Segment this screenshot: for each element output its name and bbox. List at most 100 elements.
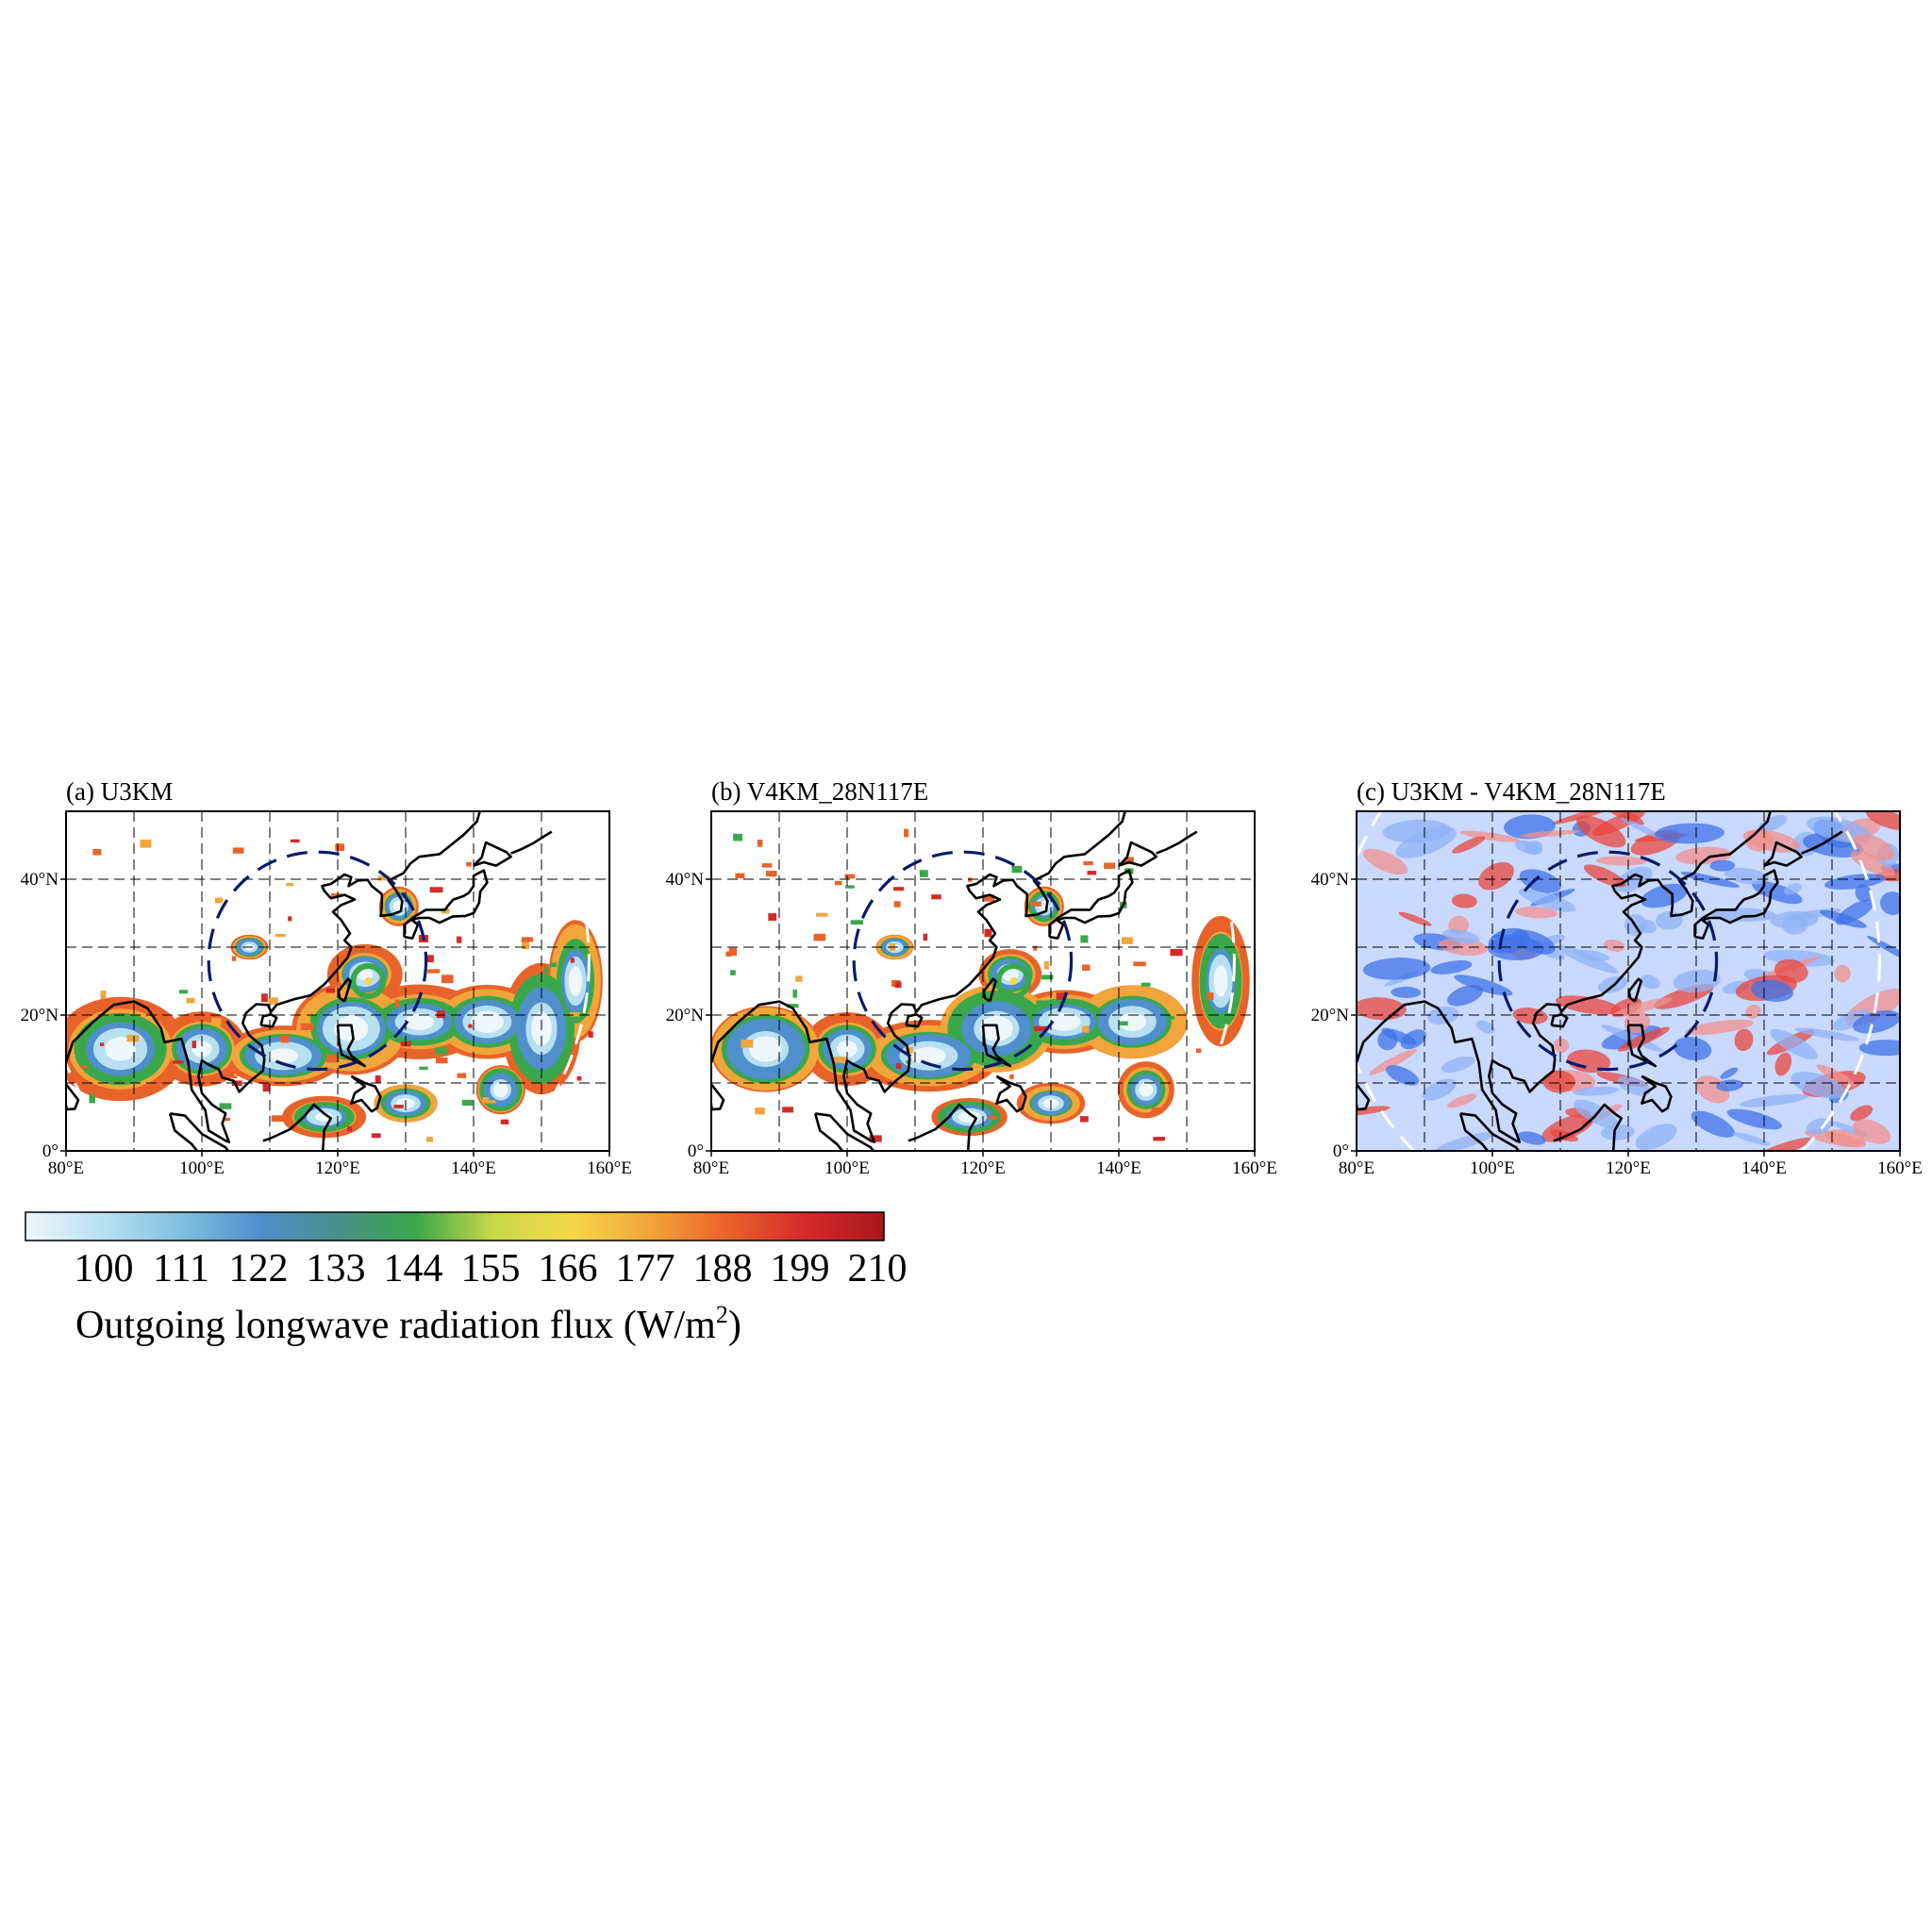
colorbar-tick-label: 210 <box>848 1247 908 1291</box>
domain-circles <box>66 811 591 1151</box>
gridlines <box>66 811 609 1151</box>
typhoon-eyewall <box>995 963 1032 999</box>
x-tick-label: 80°E <box>693 1158 729 1178</box>
colorbar-ticks: 100 111 122 133 144 155 166 177 188 199 210 <box>75 1247 908 1291</box>
coastline <box>1357 811 1773 1143</box>
cloud-blob <box>568 966 583 996</box>
convective-speckle <box>325 1054 340 1063</box>
convective-speckle <box>288 916 292 922</box>
convective-speckle <box>845 885 855 889</box>
difference-streak <box>1595 856 1647 866</box>
convective-speckle <box>1119 1021 1128 1026</box>
difference-streak <box>1739 1093 1808 1108</box>
x-tick-label: 80°E <box>1339 1158 1374 1178</box>
colorbar-label-sup: 2 <box>716 1301 728 1328</box>
panel-title: (c) U3KM - V4KM_28N117E <box>1357 777 1666 806</box>
convective-speckle <box>261 993 268 1003</box>
difference-streak <box>1369 1048 1418 1075</box>
difference-streak <box>1553 1038 1570 1054</box>
coastline <box>1156 830 1198 855</box>
difference-streak <box>1454 974 1513 996</box>
colorbar-gradient <box>25 1211 885 1241</box>
convective-speckle <box>570 1011 581 1017</box>
convective-speckle <box>377 875 391 881</box>
difference-streak <box>1783 883 1802 895</box>
difference-streak <box>1433 1132 1494 1151</box>
convective-speckle <box>427 969 441 974</box>
difference-streak <box>1673 1037 1712 1061</box>
difference-streak <box>1620 817 1665 841</box>
difference-streak <box>1734 1028 1754 1052</box>
convective-speckle <box>795 975 803 982</box>
difference-streak <box>1720 1067 1739 1079</box>
difference-streak <box>1770 910 1819 929</box>
convective-speckle <box>741 1040 754 1048</box>
convective-speckle <box>290 839 300 843</box>
convective-speckle <box>466 861 472 867</box>
convective-speckle <box>905 1046 913 1054</box>
convective-speckle <box>787 1004 799 1008</box>
convective-speckle <box>1034 1025 1048 1032</box>
coastlines <box>711 811 1198 1151</box>
difference-streak <box>1833 1008 1870 1031</box>
convective-speckle <box>894 981 902 989</box>
convective-speckle <box>1056 992 1066 1000</box>
coastline <box>1693 869 1779 940</box>
convective-speckle <box>173 1060 184 1064</box>
colorbar: 100 111 122 133 144 155 166 177 188 199 210 Outgoi… <box>25 1211 908 1347</box>
convective-speckle <box>211 1017 222 1026</box>
difference-streak <box>1600 1124 1635 1141</box>
difference-streak <box>1690 1110 1735 1138</box>
convective-speckle <box>441 908 450 914</box>
cloud-blob <box>910 1046 947 1065</box>
difference-streak <box>1556 944 1619 974</box>
difference-streak <box>1398 911 1432 926</box>
difference-streak <box>1655 823 1724 844</box>
cloud-blob <box>1118 1012 1146 1031</box>
colorbar-label: Outgoing longwave radiation flux (W/m2) <box>75 1301 741 1347</box>
convective-speckle <box>436 1010 445 1019</box>
coastline <box>711 811 1127 1143</box>
convective-speckle <box>1104 862 1116 870</box>
difference-streak <box>1478 861 1514 891</box>
convective-speckle <box>1030 902 1039 907</box>
convective-speckle <box>1124 857 1135 865</box>
inner-domain-circle <box>852 850 1074 1072</box>
difference-streak <box>1459 830 1521 842</box>
outer-domain-circle <box>66 811 591 1151</box>
difference-streak <box>1552 811 1620 825</box>
convective-speckle <box>576 1075 582 1081</box>
convective-speckle <box>522 941 530 950</box>
convective-speckle <box>347 1125 353 1132</box>
convective-speckle <box>186 997 195 1004</box>
panels: 80°E 100°E 120°E 140°E 160°E 0° 20°N 40°N (a) U3… <box>21 777 1923 1178</box>
convective-speckle <box>262 1083 271 1092</box>
difference-streak <box>1675 846 1733 865</box>
difference-streak <box>1866 811 1900 830</box>
difference-streak <box>1362 958 1431 980</box>
convective-speckle <box>550 962 558 968</box>
difference-streak <box>1724 867 1770 885</box>
convective-speckle <box>482 1097 490 1103</box>
difference-streak <box>1673 969 1721 993</box>
convective-speckle <box>923 933 928 941</box>
convective-speckle <box>1141 982 1151 987</box>
y-tick-label: 0° <box>688 1141 704 1161</box>
colorbar-tick-label: 155 <box>461 1247 521 1291</box>
convective-speckle <box>782 1107 794 1113</box>
difference-streak <box>1850 851 1895 877</box>
difference-streak <box>1753 1137 1814 1151</box>
difference-streak <box>1611 997 1673 1018</box>
convective-speckle <box>419 1066 428 1071</box>
convective-speckle <box>1153 1137 1166 1141</box>
coastline <box>711 1083 725 1111</box>
difference-streak <box>1441 1056 1475 1073</box>
difference-streak <box>1391 986 1422 998</box>
convective-speckle <box>725 951 732 957</box>
x-tick-label: 120°E <box>315 1158 360 1178</box>
difference-streak <box>1447 1093 1477 1108</box>
coastline <box>1763 841 1803 867</box>
difference-streak <box>1726 1108 1782 1130</box>
x-tick-label: 140°E <box>451 1158 496 1178</box>
difference-streak <box>1567 1049 1611 1074</box>
